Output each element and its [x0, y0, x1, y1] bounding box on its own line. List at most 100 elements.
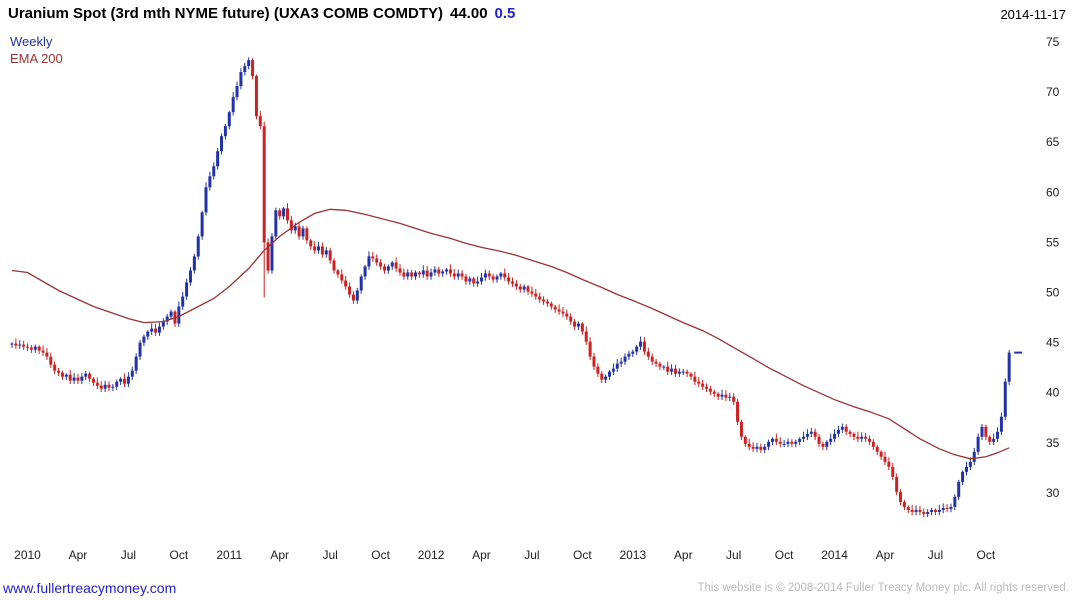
candle-body — [320, 246, 324, 255]
candle-body — [247, 60, 251, 67]
candle-body — [514, 283, 518, 287]
candle-body — [29, 347, 33, 350]
legend-ema-label: EMA 200 — [10, 51, 63, 66]
candle-body — [770, 438, 774, 442]
candle-body — [716, 393, 720, 397]
candle-body — [623, 356, 627, 362]
candle-body — [833, 433, 837, 439]
candle-body — [18, 344, 22, 346]
header: Uranium Spot (3rd mth NYME future) (UXA3… — [8, 5, 515, 22]
candle-body — [565, 313, 569, 317]
candle-body — [80, 376, 84, 381]
candle-body — [410, 272, 414, 277]
candle-body — [425, 270, 429, 277]
candle-body — [169, 311, 173, 317]
candle-body — [968, 461, 972, 467]
candle-body — [906, 506, 910, 510]
candle-body — [891, 466, 895, 477]
candle-body — [592, 356, 596, 367]
candle-body — [328, 250, 332, 261]
candle-body — [825, 441, 829, 447]
candle-body — [697, 381, 701, 384]
candle-body — [887, 461, 891, 467]
candle-body — [802, 436, 806, 439]
candle-body — [681, 371, 685, 373]
candle-body — [918, 509, 922, 512]
candle-body — [685, 371, 689, 374]
candle-body — [188, 270, 192, 283]
candle-body — [367, 256, 371, 267]
y-tick-label: 45 — [1046, 336, 1060, 350]
candle-body — [972, 451, 976, 462]
x-tick-label: Apr — [472, 548, 491, 562]
candle-body — [654, 361, 658, 364]
candle-body — [115, 381, 119, 387]
candle-body — [689, 373, 693, 377]
candle-body — [964, 466, 968, 472]
x-tick-label: Oct — [371, 548, 390, 562]
candle-body — [68, 374, 72, 381]
candle-body — [569, 316, 573, 322]
candle-body — [138, 342, 142, 357]
candle-body — [576, 323, 580, 327]
candle-body — [37, 346, 41, 351]
candle-body — [530, 291, 534, 294]
candle-body — [460, 273, 464, 277]
y-tick-label: 30 — [1046, 486, 1060, 500]
candle-body — [937, 509, 941, 512]
candle-body — [495, 276, 499, 280]
candle-body — [712, 391, 716, 394]
candle-body — [49, 356, 53, 365]
x-tick-label: Oct — [573, 548, 592, 562]
candle-body — [611, 368, 615, 372]
x-tick-label: Apr — [69, 548, 88, 562]
candle-body — [666, 366, 670, 372]
report-date: 2014-11-17 — [1000, 7, 1066, 22]
candle-body — [464, 276, 468, 282]
candle-body — [452, 273, 456, 277]
candle-body — [941, 507, 945, 510]
x-axis-labels: 2010 Apr Jul Oct 2011 Apr Jul Oct 2012 Apr Jul Oct 2… — [14, 548, 996, 562]
candle-body — [511, 281, 515, 284]
candle-body — [390, 262, 394, 267]
candle-body — [258, 116, 262, 127]
candle-body — [930, 509, 934, 512]
candle-body — [157, 326, 161, 333]
candle-body — [344, 280, 348, 287]
candle-body — [864, 436, 868, 439]
candle-body — [526, 286, 530, 292]
candle-body — [150, 328, 154, 332]
candle-body — [774, 438, 778, 442]
candle-body — [165, 316, 169, 322]
candle-body — [14, 343, 18, 346]
site-link[interactable]: www.fullertreacymoney.com — [3, 580, 177, 596]
candle-body — [251, 60, 255, 77]
candle-body — [996, 431, 1000, 439]
candle-body — [549, 303, 553, 307]
candle-body — [216, 151, 220, 167]
candle-body — [123, 378, 127, 384]
candle-body — [398, 268, 402, 273]
candle-body — [406, 272, 410, 277]
x-tick-label: Apr — [270, 548, 289, 562]
x-tick-label: Jul — [121, 548, 136, 562]
candle-body — [879, 451, 883, 457]
candle-body — [200, 212, 204, 237]
candle-body — [949, 506, 953, 509]
candle-body — [794, 441, 798, 444]
candle-body — [708, 388, 712, 392]
ema-200-path — [11, 208, 1010, 460]
candle-body — [487, 273, 491, 277]
candle-body — [95, 382, 99, 386]
candle-body — [297, 226, 301, 237]
candle-body — [980, 426, 984, 437]
candle-body — [798, 438, 802, 442]
candle-body — [902, 501, 906, 507]
x-tick-label: Jul — [524, 548, 539, 562]
candle-body — [961, 471, 965, 482]
candle-body — [992, 438, 996, 442]
candle-body — [662, 366, 666, 368]
candle-body — [212, 166, 216, 177]
